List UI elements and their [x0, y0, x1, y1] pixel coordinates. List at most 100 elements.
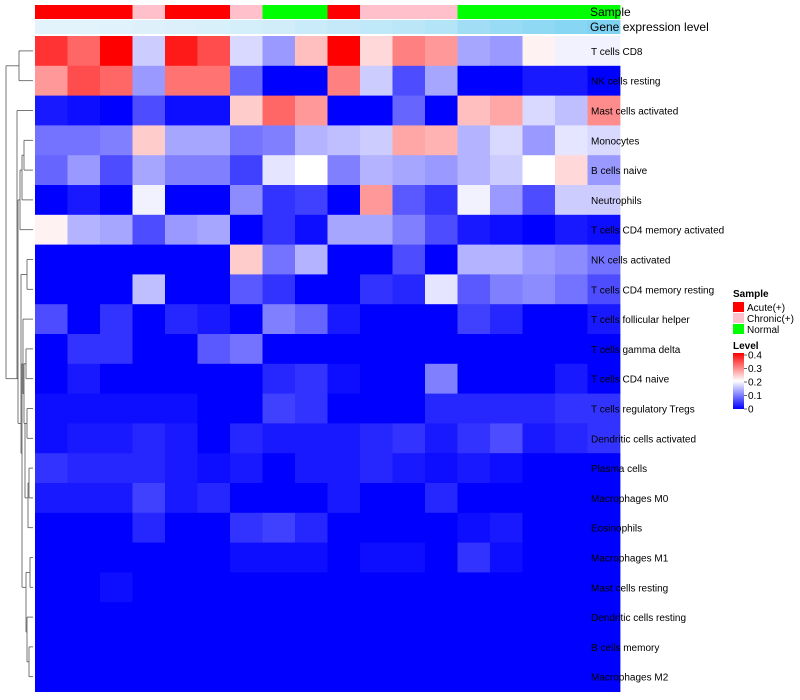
heatmap-cell — [457, 125, 491, 156]
sample-legend-title: Sample — [733, 289, 769, 300]
expression-level-cell — [165, 20, 198, 34]
heatmap-cell — [35, 363, 68, 394]
heatmap-cell — [522, 363, 556, 394]
heatmap-cell — [262, 304, 296, 335]
heatmap-cell — [165, 453, 198, 484]
heatmap-cell — [295, 244, 328, 275]
heatmap-cell — [360, 125, 393, 156]
heatmap-cell — [197, 602, 231, 633]
heatmap-cell — [587, 185, 621, 216]
heatmap-cell — [100, 632, 133, 663]
heatmap-cell — [327, 661, 361, 692]
heatmap-cell — [360, 602, 393, 633]
heatmap-cell — [67, 453, 101, 484]
heatmap-cell — [587, 36, 621, 67]
heatmap-cell — [35, 423, 68, 454]
heatmap-cell — [67, 661, 101, 692]
heatmap-cell — [197, 542, 231, 573]
heatmap-cell — [230, 661, 263, 692]
heatmap-cell — [522, 65, 556, 96]
heatmap-cell — [457, 155, 491, 186]
heatmap-cell — [35, 95, 68, 126]
heatmap-cell — [230, 125, 263, 156]
heatmap-cell — [67, 274, 101, 305]
heatmap-cell — [197, 334, 231, 365]
heatmap-cell — [295, 125, 328, 156]
heatmap-cell — [35, 393, 68, 424]
heatmap-cell — [425, 214, 458, 245]
heatmap-cell — [392, 512, 426, 543]
heatmap-cell — [587, 363, 621, 394]
heatmap-cell — [262, 453, 296, 484]
expression-level-cell — [295, 20, 328, 34]
heatmap-cell — [392, 393, 426, 424]
heatmap-cell — [587, 542, 621, 573]
row-label: NK cells activated — [591, 256, 670, 267]
heatmap-cell — [392, 155, 426, 186]
heatmap-cell — [295, 393, 328, 424]
heatmap-cell — [392, 36, 426, 67]
heatmap-cell — [197, 65, 231, 96]
heatmap-cell — [230, 244, 263, 275]
heatmap-cell — [555, 304, 588, 335]
heatmap-cell — [67, 304, 101, 335]
heatmap-cell — [132, 95, 166, 126]
heatmap-cell — [262, 363, 296, 394]
heatmap-cell — [490, 453, 523, 484]
heatmap-cell — [360, 423, 393, 454]
heatmap-cell — [132, 214, 166, 245]
heatmap-cell — [67, 244, 101, 275]
heatmap-cell — [165, 542, 198, 573]
expression-level-cell — [262, 20, 296, 34]
expression-level-cell — [197, 20, 231, 34]
heatmap-cell — [100, 483, 133, 514]
heatmap-cell — [100, 572, 133, 603]
level-legend-tick-label: 0.3 — [748, 364, 762, 375]
heatmap-cell — [522, 155, 556, 186]
level-legend-title: Level — [733, 341, 759, 352]
heatmap-cell — [35, 36, 68, 67]
heatmap-cell — [197, 632, 231, 663]
heatmap-cell — [165, 304, 198, 335]
heatmap-cell — [587, 483, 621, 514]
heatmap-cell — [165, 632, 198, 663]
heatmap-cell — [555, 125, 588, 156]
heatmap-cell — [262, 661, 296, 692]
heatmap-cell — [360, 512, 393, 543]
heatmap-cell — [522, 95, 556, 126]
row-label: Mast cells activated — [591, 107, 678, 118]
heatmap-cell — [555, 632, 588, 663]
heatmap-cell — [67, 36, 101, 67]
heatmap-cell — [132, 36, 166, 67]
heatmap-cell — [327, 95, 361, 126]
heatmap-cell — [35, 632, 68, 663]
heatmap-cell — [490, 602, 523, 633]
heatmap-cell — [197, 95, 231, 126]
heatmap-cell — [230, 632, 263, 663]
heatmap-cell — [457, 602, 491, 633]
heatmap-cell — [522, 185, 556, 216]
sample-annotation-cell — [262, 5, 296, 19]
heatmap-cell — [35, 214, 68, 245]
row-label: B cells naive — [591, 166, 648, 177]
row-dendrogram — [5, 50, 33, 678]
heatmap-cell — [100, 95, 133, 126]
heatmap-cell — [555, 36, 588, 67]
heatmap-cell — [457, 185, 491, 216]
heatmap-cell — [295, 304, 328, 335]
sample-annotation-cell — [295, 5, 328, 19]
heatmap-cell — [132, 542, 166, 573]
heatmap-cell — [490, 512, 523, 543]
heatmap-cell — [360, 572, 393, 603]
heatmap-cell — [165, 602, 198, 633]
heatmap-cell — [165, 274, 198, 305]
heatmap-cell — [132, 65, 166, 96]
heatmap-cell — [197, 453, 231, 484]
sample-annotation-cell — [100, 5, 133, 19]
heatmap-cell — [295, 214, 328, 245]
heatmap-cell — [587, 65, 621, 96]
row-label: T cells CD4 memory resting — [591, 285, 714, 296]
heatmap-cell — [132, 423, 166, 454]
heatmap-cell — [392, 185, 426, 216]
heatmap-cell — [197, 661, 231, 692]
